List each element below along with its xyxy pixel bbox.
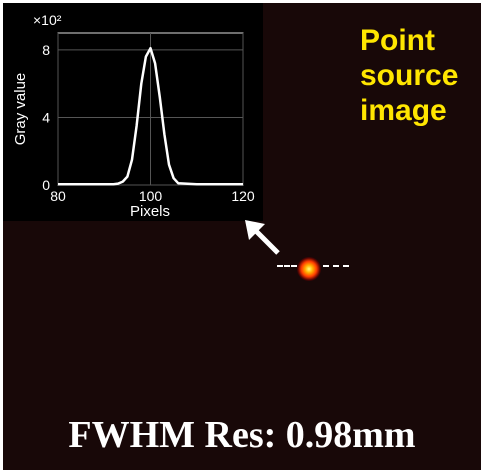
- profile-inset-plot: 80 100 120 0 4 8 Gray value Pixels ×10²: [3, 3, 263, 221]
- y-axis-label: Gray value: [12, 73, 29, 146]
- x-axis-label: Pixels: [130, 203, 170, 220]
- x-tick-label: 100: [139, 188, 163, 204]
- point-source-label: Point source image: [360, 23, 458, 128]
- profile-line-right: [323, 265, 349, 267]
- arrow-icon: [245, 220, 280, 255]
- point-source-image: 80 100 120 0 4 8 Gray value Pixels ×10² Point…: [3, 3, 481, 470]
- point-source-spot: [297, 257, 321, 281]
- label-line-3: image: [360, 94, 447, 127]
- series-line-profile: [58, 46, 243, 186]
- y-multiplier-label: ×10²: [33, 12, 62, 28]
- x-tick-label: 80: [50, 188, 66, 204]
- y-tick-label: 0: [42, 177, 50, 193]
- profile-line-left: [277, 265, 297, 267]
- label-line-1: Point: [360, 24, 435, 57]
- y-tick-label: 8: [42, 42, 50, 58]
- label-line-2: source: [360, 59, 459, 92]
- tick-labels: 80 100 120 0 4 8: [42, 42, 255, 204]
- profile-chart: 80 100 120 0 4 8 Gray value Pixels ×10²: [3, 3, 263, 221]
- x-tick-label: 120: [231, 188, 255, 204]
- y-tick-label: 4: [42, 109, 50, 125]
- fwhm-caption: FWHM Res: 0.98mm: [68, 414, 416, 456]
